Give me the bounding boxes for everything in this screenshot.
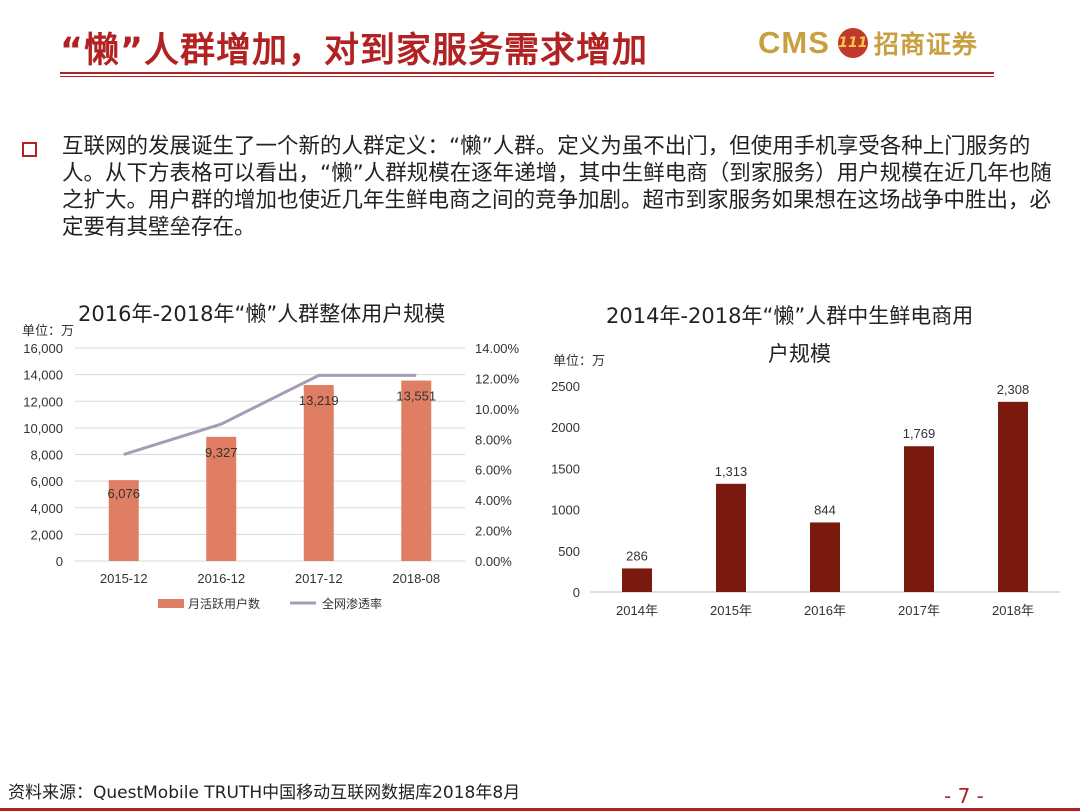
bar <box>206 436 237 561</box>
y2-tick-label: 12.00% <box>475 371 520 386</box>
logo-emblem-icon: 111 <box>837 28 868 58</box>
y2-tick-label: 4.00% <box>475 493 512 508</box>
bar <box>904 446 934 592</box>
page-number: - 7 - <box>944 784 984 808</box>
y-tick-label: 1000 <box>551 503 580 518</box>
bar <box>622 568 652 592</box>
footer-divider <box>0 808 1080 811</box>
legend-swatch-bar <box>158 599 184 608</box>
source-note: 资料来源：QuestMobile TRUTH中国移动互联网数据库2018年8月 <box>8 783 521 803</box>
data-label: 2,308 <box>997 382 1030 397</box>
header-divider-thin <box>60 76 994 77</box>
series-line <box>123 373 417 456</box>
bar <box>810 522 840 592</box>
x-tick-label: 2017-12 <box>295 571 343 586</box>
chart2-fresh-ecommerce: 0 500 1000 1500 2000 2500 286 2014年 1,313 2015年 84… <box>551 379 1060 618</box>
y-tick-label: 16,000 <box>23 341 63 356</box>
data-label: 286 <box>626 548 648 563</box>
chart1-user-scale: 0 2,000 4,000 6,000 8,000 10,000 12,000 14,000 1… <box>23 341 520 611</box>
bar <box>303 385 334 561</box>
data-label: 13,219 <box>299 393 339 408</box>
bar <box>401 380 432 561</box>
logo-company-name: 招商证券 <box>873 30 978 59</box>
y2-tick-label: 6.00% <box>475 463 512 478</box>
data-label: 6,076 <box>107 486 140 501</box>
y2-tick-label: 2.00% <box>475 524 512 539</box>
y-tick-label: 500 <box>558 544 580 559</box>
data-label: 9,327 <box>205 445 238 460</box>
y2-tick-label: 14.00% <box>475 341 520 356</box>
chart2-title-line2: 户规模 <box>768 342 831 366</box>
legend-label: 全网渗透率 <box>322 596 382 611</box>
body-paragraph: 互联网的发展诞生了一个新的人群定义：“懒”人群。定义为虽不出门，但使用手机享受各… <box>62 134 1052 240</box>
chart1-title: 2016年-2018年“懒”人群整体用户规模 <box>78 302 446 326</box>
bar <box>998 401 1028 592</box>
y-tick-label: 0 <box>56 554 63 569</box>
y-tick-label: 12,000 <box>23 394 63 409</box>
legend-label: 月活跃用户数 <box>188 596 260 611</box>
bar <box>716 483 746 592</box>
x-tick-label: 2014年 <box>616 603 658 618</box>
y-tick-label: 8,000 <box>30 448 63 463</box>
x-tick-label: 2018年 <box>992 603 1034 618</box>
data-label: 1,313 <box>715 464 748 479</box>
y-tick-label: 2500 <box>551 379 580 394</box>
y-tick-label: 6,000 <box>30 474 63 489</box>
y2-tick-label: 8.00% <box>475 432 512 447</box>
y2-tick-label: 10.00% <box>475 402 520 417</box>
y-tick-label: 2,000 <box>30 527 63 542</box>
x-tick-label: 2015年 <box>710 603 752 618</box>
data-label: 844 <box>814 502 836 517</box>
y-tick-label: 4,000 <box>30 501 63 516</box>
y-tick-label: 0 <box>573 585 580 600</box>
bullet-square-icon <box>22 142 37 157</box>
y-tick-label: 10,000 <box>23 421 63 436</box>
chart2-title-line1: 2014年-2018年“懒”人群中生鲜电商用 <box>606 304 974 328</box>
x-tick-label: 2015-12 <box>100 571 148 586</box>
y-tick-label: 1500 <box>551 461 580 476</box>
company-logo: CMS 111 招商证券 <box>758 22 978 64</box>
chart1-unit-label: 单位：万 <box>22 324 75 339</box>
x-tick-label: 2017年 <box>898 603 940 618</box>
bar <box>108 480 139 561</box>
x-tick-label: 2018-08 <box>392 571 440 586</box>
header-divider <box>60 72 994 74</box>
page-title: “懒”人群增加，对到家服务需求增加 <box>60 31 649 71</box>
x-tick-label: 2016年 <box>804 603 846 618</box>
y2-tick-label: 0.00% <box>475 554 512 569</box>
logo-cms-text: CMS <box>758 25 830 60</box>
y-tick-label: 14,000 <box>23 368 63 383</box>
x-tick-label: 2016-12 <box>197 571 245 586</box>
data-label: 13,551 <box>396 389 436 404</box>
y-tick-label: 2000 <box>551 420 580 435</box>
data-label: 1,769 <box>903 426 936 441</box>
chart2-unit-label: 单位：万 <box>553 354 606 369</box>
